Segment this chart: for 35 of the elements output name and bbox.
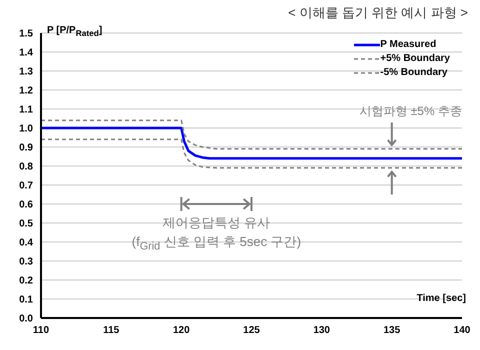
x-tick-label: 125	[243, 325, 260, 336]
line-series	[41, 138, 462, 169]
x-tick-label: 120	[172, 325, 190, 336]
y-tick-label: 0.4	[19, 238, 34, 249]
x-tick-label: 140	[454, 325, 471, 336]
y-tick-label: 1.3	[19, 66, 34, 78]
y-tick-label: 0.2	[19, 276, 34, 287]
y-tick-label: 1.2	[19, 86, 34, 97]
line-series	[41, 120, 462, 150]
chart-title: < 이해를 돕기 위한 예시 파형 >	[288, 4, 468, 22]
y-tick-label: 1.1	[19, 104, 34, 116]
x-tick-label: 130	[313, 325, 330, 336]
legend-label: +5% Boundary	[380, 52, 450, 66]
line-series	[41, 126, 462, 160]
annotation: (f$_{Grid}$ 신호 입력 후 5sec 구간)	[130, 233, 302, 253]
y-tick-label: 0.1	[19, 294, 34, 306]
legend-label: P Measured	[380, 38, 436, 52]
y-tick-label: 0.5	[19, 218, 34, 230]
annotation: 시험파형 ±5% 추종	[359, 103, 462, 120]
annotation: 제어응답특성 유사	[162, 214, 272, 232]
legend-label: -5% Boundary	[380, 66, 448, 80]
x-tick-label: 135	[383, 325, 401, 336]
y-tick-label: 0.6	[19, 200, 34, 211]
x-axis-title: Time [sec]	[416, 293, 466, 304]
y-axis-title: P [P/P$_{Rated}$]	[47, 25, 102, 38]
y-tick-label: 0.9	[19, 142, 34, 154]
y-tick-label: 1.0	[19, 124, 34, 135]
y-tick-label: 1.5	[19, 28, 34, 40]
x-tick-label: 110	[32, 325, 50, 336]
y-tick-label: 0.0	[19, 314, 34, 325]
y-tick-label: 0.3	[19, 256, 34, 268]
y-tick-label: 0.8	[19, 162, 34, 173]
y-tick-label: 0.7	[19, 180, 34, 192]
x-tick-label: 115	[103, 325, 120, 336]
y-tick-label: 1.4	[19, 48, 34, 59]
